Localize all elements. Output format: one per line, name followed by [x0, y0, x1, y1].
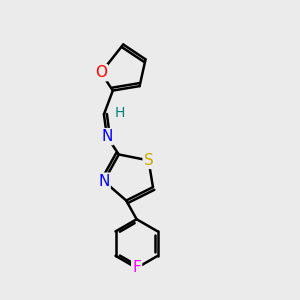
- Text: H: H: [114, 106, 125, 120]
- Text: N: N: [101, 129, 112, 144]
- Text: F: F: [132, 260, 141, 275]
- Text: S: S: [144, 153, 153, 168]
- Text: O: O: [95, 65, 107, 80]
- Text: N: N: [98, 174, 110, 189]
